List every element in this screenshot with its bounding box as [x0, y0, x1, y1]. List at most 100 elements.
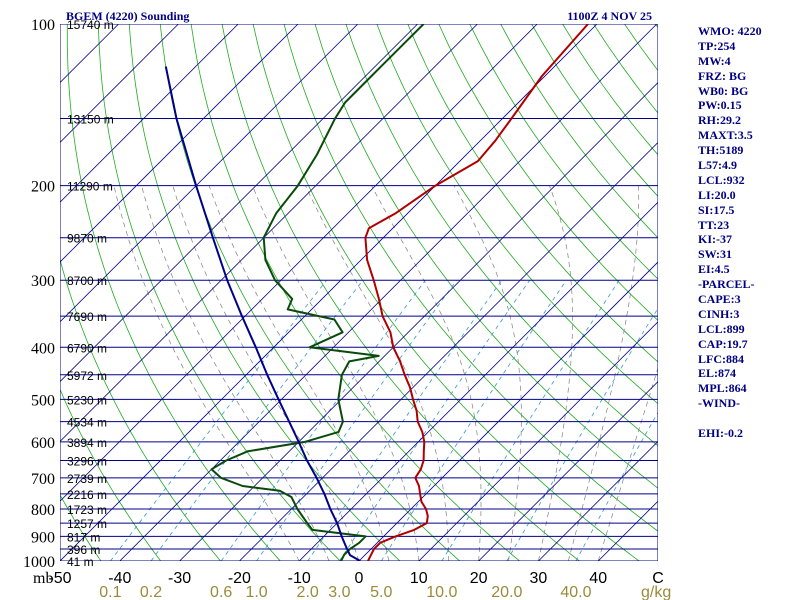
height-level-label: 6790 m	[67, 341, 107, 355]
height-level-label: 396 m	[67, 543, 100, 557]
index-row: WMO: 4220	[698, 24, 762, 38]
pressure-tick-label: 900	[31, 529, 55, 546]
temperature-tick-label: 0	[355, 570, 364, 587]
height-level-label: 2739 m	[67, 472, 107, 486]
index-row: RH:29.2	[698, 113, 741, 128]
temperature-tick-label: -20	[228, 570, 251, 587]
isotherm-line	[298, 201, 658, 561]
height-level-label: 8700 m	[67, 274, 107, 288]
index-row: L57:4.9	[698, 158, 737, 173]
height-level-label: 1723 m	[67, 503, 107, 517]
mixing-ratio-tick-label: 1.0	[245, 584, 267, 600]
pressure-tick-label: 700	[31, 471, 55, 488]
index-row: MPL:864	[698, 381, 747, 396]
moist-adiabat-line	[371, 185, 482, 561]
height-level-label: 9870 m	[67, 232, 107, 246]
height-level-label: 3894 m	[67, 436, 107, 450]
pressure-tick-label: 1000	[23, 554, 55, 571]
mixing-ratio-line	[506, 307, 658, 561]
dewpoint-trace	[210, 24, 425, 561]
dry-adiabat-line	[60, 257, 221, 561]
index-row: PW:0.15	[698, 98, 742, 113]
index-row: MAXT:3.5	[698, 128, 753, 143]
height-level-label: 1257 m	[67, 517, 107, 531]
isotherm-line	[358, 261, 658, 561]
index-row: CINH:3	[698, 306, 740, 321]
dry-adiabat-line	[190, 24, 520, 561]
moist-adiabat-line	[597, 366, 658, 561]
index-row: LCL:899	[698, 321, 745, 336]
isotherm-line	[60, 24, 418, 383]
sounding-traces	[164, 24, 589, 561]
temperature-tick-label: 30	[530, 570, 548, 587]
temperature-trace	[364, 24, 589, 561]
temperature-tick-label: 20	[470, 570, 488, 587]
index-row: EHI:-0.2	[698, 426, 743, 441]
mixing-ratio-tick-label: 10.0	[426, 584, 457, 600]
temperature-tick-label: C	[652, 570, 664, 587]
temperature-tick-label: -50	[48, 570, 71, 587]
stability-indices-panel: WMO: 4220 TP:254 MW:4 FRZ: BG WB0: BG PW:0.15…	[698, 24, 798, 441]
height-level-label: 3296 m	[67, 455, 107, 469]
chart-title: BGEM (4220) Sounding	[66, 9, 189, 23]
temperature-tick-label: -40	[108, 570, 131, 587]
mixing-ratio-tick-label: 40.0	[560, 584, 591, 600]
mixing-ratio-tick-label: 3.0	[328, 584, 350, 600]
index-row: KI:-37	[698, 232, 732, 247]
height-level-label: 13150 m	[67, 113, 114, 127]
temperature-tick-label: 10	[410, 570, 428, 587]
pressure-tick-label: 600	[31, 435, 55, 452]
chart-time-label: 1100Z 4 NOV 25	[567, 9, 652, 23]
height-level-label: 7690 m	[67, 310, 107, 324]
moist-adiabat-line	[567, 185, 640, 561]
temperature-tick-label: 40	[589, 570, 607, 587]
index-row: -WIND-	[698, 396, 740, 411]
index-row	[698, 411, 798, 426]
height-level-label: 11290 m	[67, 180, 113, 194]
index-row: EL:874	[698, 366, 737, 381]
index-row: SI:17.5	[698, 202, 735, 217]
isotherm-line	[478, 381, 658, 561]
index-row: TH:5189	[698, 143, 744, 158]
pressure-tick-label: 800	[31, 502, 55, 519]
pressure-tick-label: 500	[31, 392, 55, 409]
isotherm-line	[60, 24, 239, 203]
index-row: LFC:884	[698, 351, 744, 366]
index-row: EI:4.5	[698, 262, 730, 277]
pressure-tick-label: 400	[31, 340, 55, 357]
height-level-label: 817 m	[67, 530, 100, 544]
isotherm-line	[60, 24, 478, 442]
index-row: TP:254	[698, 38, 736, 53]
temperature-tick-label: -30	[168, 570, 191, 587]
temperature-tick-label: -10	[288, 570, 311, 587]
index-row: CAP:19.7	[698, 336, 748, 351]
height-level-label: 5230 m	[67, 393, 107, 407]
mixing-ratio-tick-label: 0.2	[140, 584, 162, 600]
height-level-label: 5972 m	[67, 369, 107, 383]
mixing-ratio-line	[441, 279, 620, 561]
mixing-ratio-unit-label: g/kg	[641, 584, 671, 600]
height-level-label: 15740 m	[67, 18, 114, 32]
mixing-ratio-line	[380, 279, 567, 561]
mixing-ratio-line	[110, 279, 327, 561]
isotherm-line	[60, 24, 179, 143]
isotherm-line	[418, 321, 658, 561]
index-row: -PARCEL-	[698, 277, 755, 292]
moist-adiabat-line	[252, 185, 420, 561]
isotherm-line	[119, 24, 658, 561]
index-row: LCL:932	[698, 172, 745, 187]
mixing-ratio-tick-label: 5.0	[370, 584, 392, 600]
pressure-tick-label: 100	[31, 17, 55, 34]
height-level-label: 41 m	[67, 555, 94, 569]
dry-adiabat-line	[128, 24, 401, 561]
plot-frame	[60, 24, 658, 561]
isotherm-line	[239, 141, 658, 561]
index-row: WB0: BG	[698, 83, 749, 98]
parcel-path-trace	[164, 66, 361, 561]
mixing-ratio-line	[339, 279, 531, 561]
pressure-unit-label: mb	[33, 570, 53, 587]
index-row: CAPE:3	[698, 292, 741, 307]
index-row: TT:23	[698, 217, 730, 232]
